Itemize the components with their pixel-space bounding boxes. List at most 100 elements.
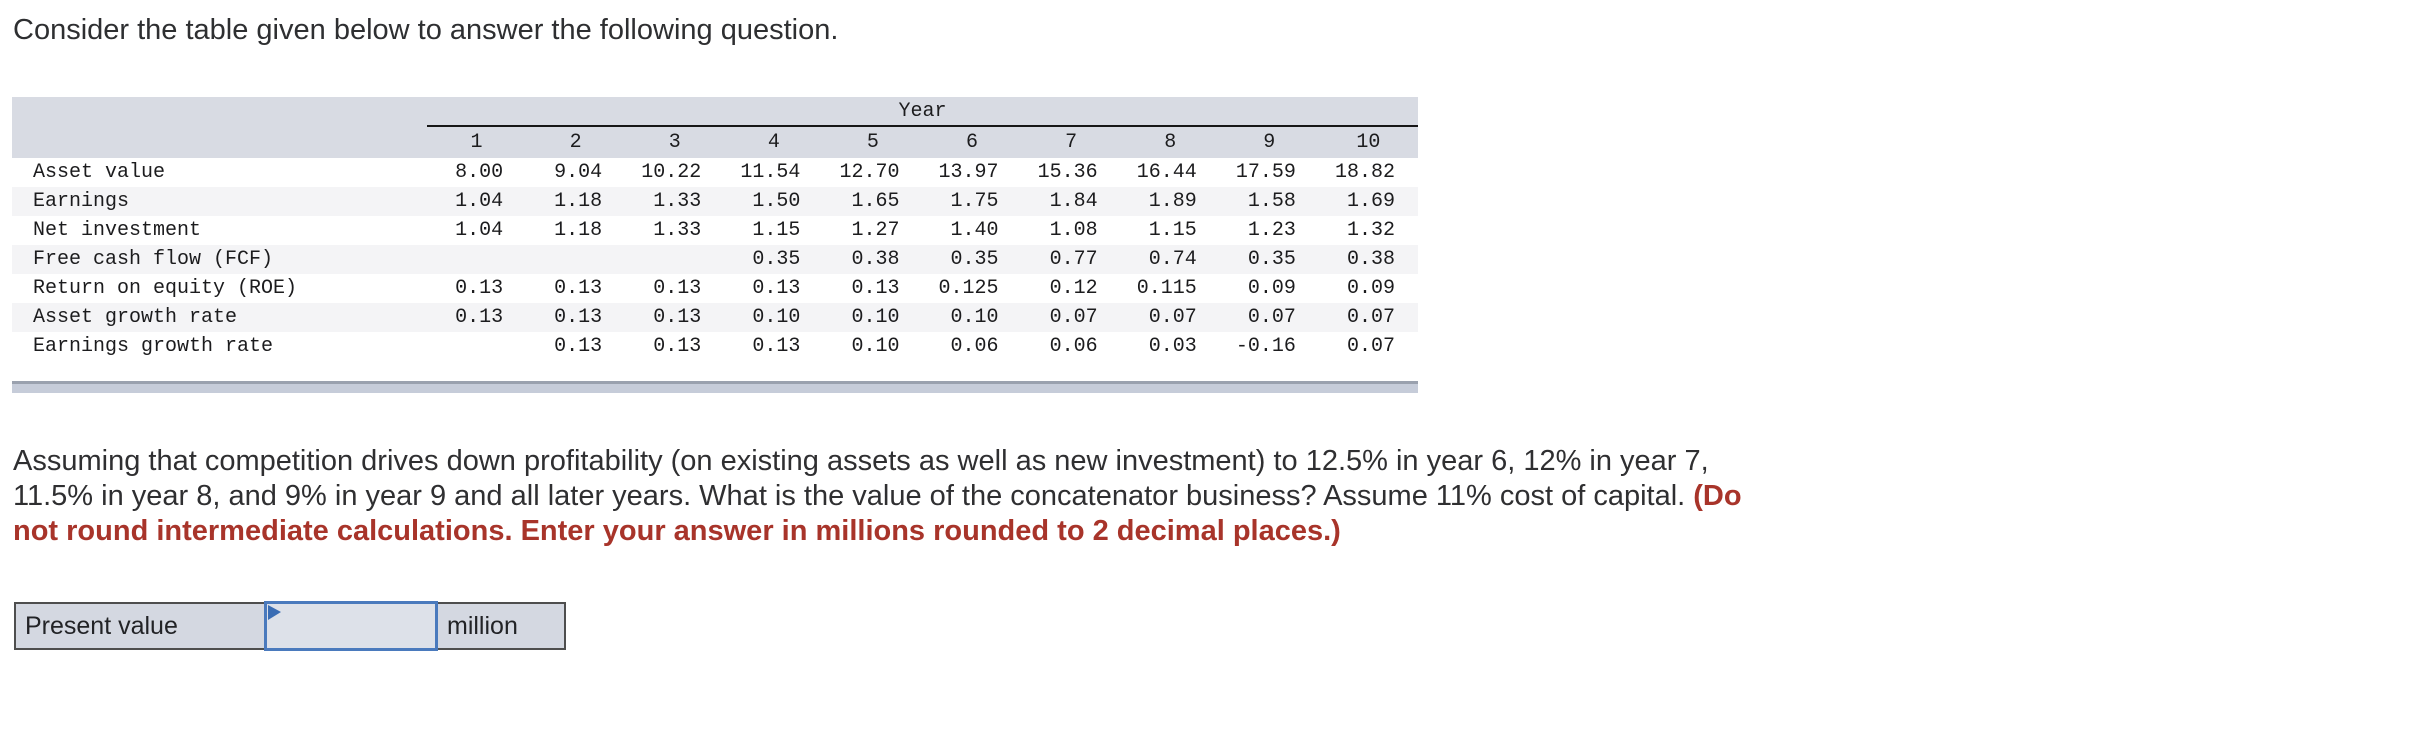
table-cell: 0.13 [554,277,603,300]
table-horizontal-scrollbar[interactable] [12,381,1418,393]
table-cell: 1.18 [526,187,626,216]
table-cell: 0.13 [851,277,900,300]
table-cell: 0.13 [554,335,603,358]
table-cell: 1.04 [427,187,527,216]
row-label: Asset value [33,161,166,184]
table-header-spacer [12,126,427,158]
year-column-header: 2 [526,126,626,158]
table-cell: 0.13 [625,303,725,332]
table-cell: 1.40 [950,219,999,242]
table-cell: 1.75 [922,187,1022,216]
year-column-header: 4 [724,126,824,158]
table-cell: 1.27 [851,219,900,242]
table-cell: 0.07 [1120,303,1220,332]
table-cell: 1.65 [823,187,923,216]
table-cell: 1.89 [1120,187,1220,216]
table-cell: 0.07 [1318,303,1418,332]
question-line-1: Assuming that competition drives down pr… [13,445,1709,477]
table-cell: 0.38 [823,245,923,274]
present-value-input-box[interactable] [264,601,438,651]
table-cell: 0.12 [1049,277,1098,300]
table-cell: 0.35 [724,245,824,274]
table-cell: 17.59 [1235,161,1296,184]
table-cell: 0.13 [526,303,626,332]
year-column-header: 10 [1318,126,1418,158]
table-cell: 1.33 [625,187,725,216]
table-cell: 1.18 [554,219,603,242]
table-cell: 15.36 [1037,161,1098,184]
table-cell: 18.82 [1334,161,1395,184]
table-cell: 8.00 [455,161,504,184]
table-cell: 0.13 [455,277,504,300]
table-cell [526,245,626,274]
table-cell: 16.44 [1136,161,1197,184]
row-label: Free cash flow (FCF) [12,245,427,274]
row-label: Earnings [12,187,427,216]
row-label: Net investment [33,219,202,242]
table-cell [427,332,526,361]
table-cell: 0.125 [938,277,999,300]
year-column-header: 8 [1120,126,1220,158]
table-cell: 0.77 [1021,245,1121,274]
table-cell: 0.06 [950,335,999,358]
table-cell: 0.74 [1120,245,1220,274]
table-cell: 0.09 [1346,277,1395,300]
year-column-header: 6 [922,126,1022,158]
table-cell: 0.09 [1247,277,1296,300]
table-cell: 0.10 [724,303,824,332]
question-text: Assuming that competition drives down pr… [13,444,1742,549]
answer-row: Present value million [14,601,566,651]
table-cell: 0.07 [1346,335,1395,358]
table-cell: 0.35 [1219,245,1319,274]
table-cell: 0.07 [1219,303,1319,332]
year-header: Year [427,97,1418,127]
table-cell: -0.16 [1235,335,1296,358]
question-line-2-normal: 11.5% in year 8, and 9% in year 9 and al… [13,480,1694,512]
concatenator-table-wrap: Year 1 2 3 4 5 6 7 8 9 10 Asset value 8.00 9.04 10.22 1… [12,97,1418,393]
question-line-2: 11.5% in year 8, and 9% in year 9 and al… [13,479,1742,514]
table-cell: 1.04 [455,219,504,242]
table-cell: 0.35 [922,245,1022,274]
year-column-header: 5 [823,126,923,158]
table-corner-cell [12,97,427,126]
row-label: Asset growth rate [12,303,427,332]
table-cell [427,245,527,274]
table-cell: 0.06 [1049,335,1098,358]
table-cell: 1.84 [1021,187,1121,216]
table-cell: 0.10 [823,303,923,332]
year-column-header: 1 [427,126,527,158]
concatenator-data-table: Year 1 2 3 4 5 6 7 8 9 10 Asset value 8.00 9.04 10.22 1… [12,97,1418,361]
table-cell: 1.50 [724,187,824,216]
table-cell: 1.58 [1219,187,1319,216]
table-cell: 1.15 [1148,219,1197,242]
table-row: Earnings 1.04 1.18 1.33 1.50 1.65 1.75 1.84 1.89… [12,187,1418,216]
table-cell: 0.07 [1021,303,1121,332]
table-cell: 1.08 [1049,219,1098,242]
row-label: Return on equity (ROE) [33,277,298,300]
table-row: Net investment 1.04 1.18 1.33 1.15 1.27 1.40 1.… [12,216,1418,245]
question-intro-text: Consider the table given below to answer… [13,14,839,46]
question-line-3-emphasis: not round intermediate calculations. Ent… [13,515,1341,547]
table-cell: 1.15 [752,219,801,242]
table-cell: 0.13 [752,277,801,300]
table-row: Asset value 8.00 9.04 10.22 11.54 12.70 13.97 1… [12,158,1418,187]
table-row: Return on equity (ROE) 0.13 0.13 0.13 0.13 0.… [12,274,1418,303]
table-cell: 12.70 [839,161,900,184]
table-cell: 0.10 [922,303,1022,332]
table-cell: 1.23 [1247,219,1296,242]
table-row: Free cash flow (FCF) 0.35 0.38 0.35 0.77 0.74… [12,245,1418,274]
unit-label: million [436,602,566,650]
table-cell [625,245,725,274]
table-cell: 13.97 [938,161,999,184]
table-cell: 10.22 [641,161,702,184]
table-cell: 1.69 [1318,187,1418,216]
table-cell: 0.13 [653,277,702,300]
table-cell: 0.115 [1136,277,1197,300]
table-cell: 9.04 [554,161,603,184]
table-cell: 0.13 [653,335,702,358]
year-column-header: 3 [625,126,725,158]
table-cell: 1.32 [1346,219,1395,242]
present-value-input[interactable] [267,604,435,648]
question-line-2-emphasis: (Do [1693,480,1742,512]
table-cell: 0.13 [427,303,527,332]
